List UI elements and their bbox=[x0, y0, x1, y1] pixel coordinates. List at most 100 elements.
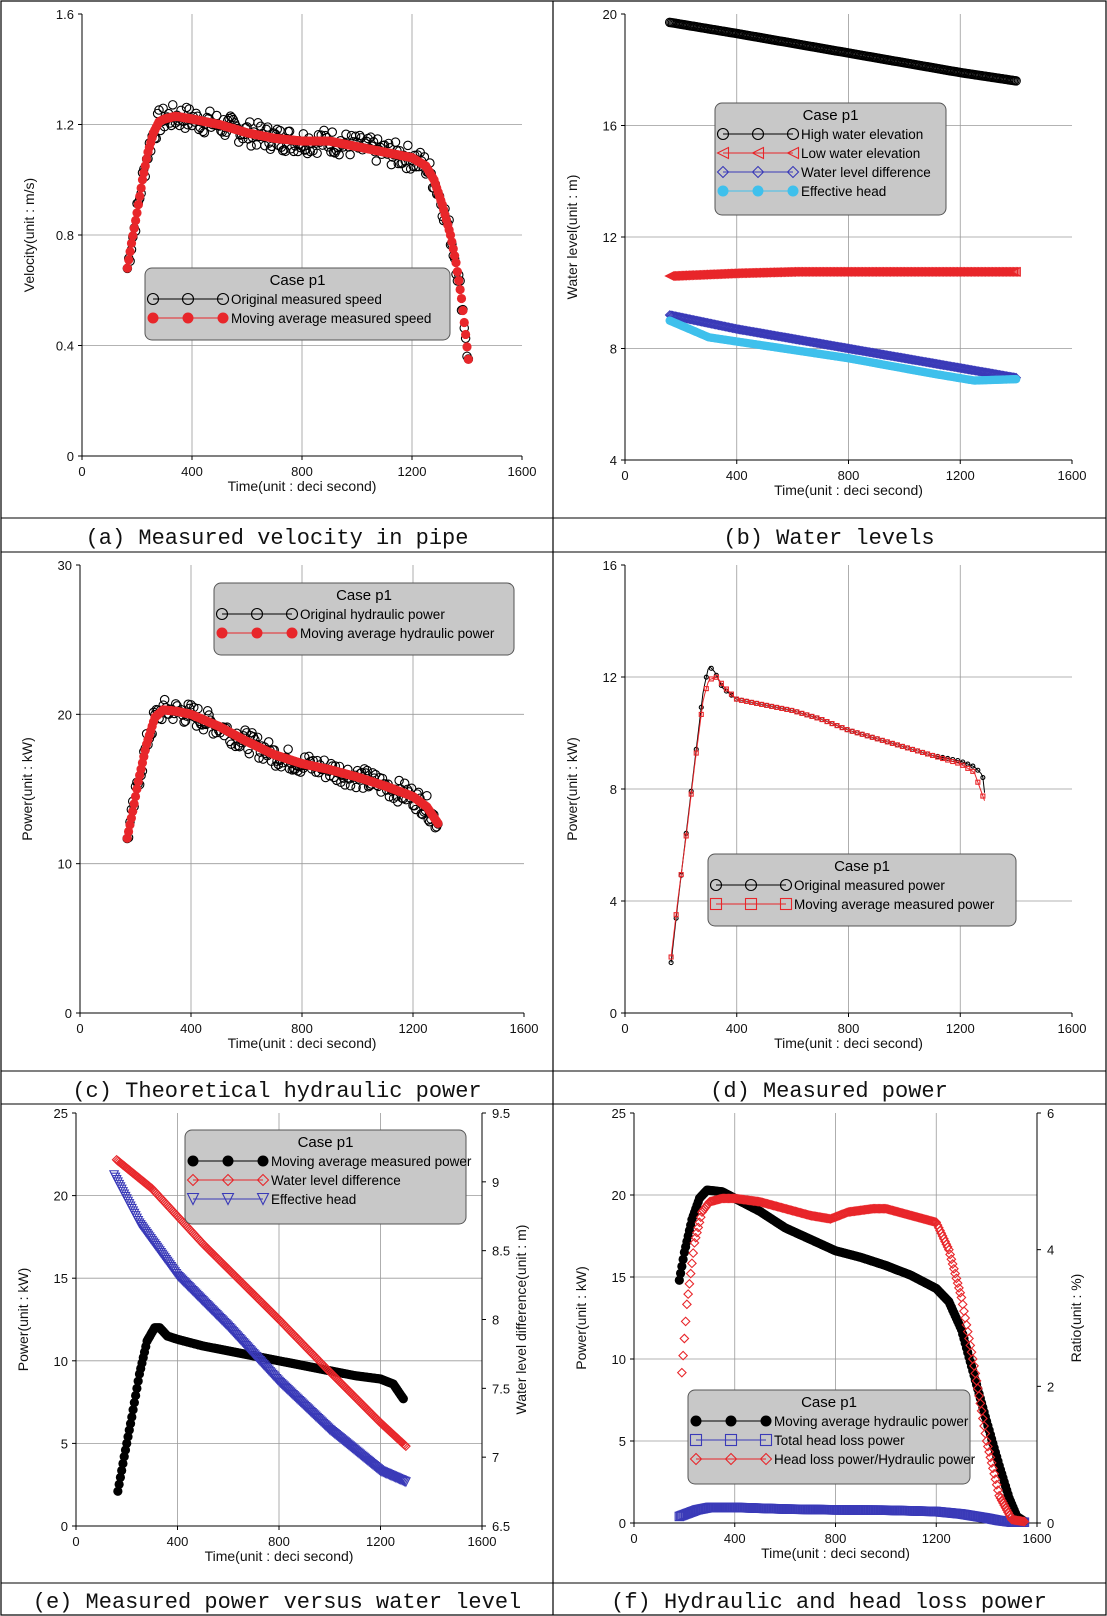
data-point bbox=[202, 706, 213, 716]
data-point bbox=[673, 912, 679, 918]
data-point bbox=[358, 783, 368, 793]
series-low-water-elevation bbox=[664, 266, 1021, 282]
legend-marker bbox=[744, 897, 758, 911]
x-tick-label: 800 bbox=[291, 1021, 313, 1036]
data-point bbox=[1011, 76, 1021, 86]
data-point bbox=[839, 725, 845, 731]
data-point bbox=[303, 1404, 314, 1415]
y-tick-label: 0 bbox=[65, 1006, 72, 1021]
data-point bbox=[718, 680, 724, 686]
data-point bbox=[118, 1458, 128, 1469]
data-point bbox=[341, 129, 351, 140]
legend-marker bbox=[787, 185, 799, 197]
y-axis-label: Power(unit : kW) bbox=[564, 737, 580, 840]
data-point bbox=[251, 140, 262, 150]
legend-marker bbox=[217, 312, 229, 324]
data-point bbox=[901, 1209, 912, 1220]
data-point bbox=[799, 710, 805, 716]
data-point bbox=[762, 1198, 773, 1209]
series-water-level-difference bbox=[111, 1154, 411, 1452]
data-point bbox=[919, 749, 926, 756]
data-point bbox=[723, 686, 729, 692]
data-point bbox=[1003, 1507, 1014, 1518]
x-axis-label: Time(unit : deci second) bbox=[774, 1035, 923, 1051]
data-point bbox=[948, 1263, 959, 1274]
data-point bbox=[319, 1420, 330, 1431]
data-point bbox=[980, 793, 986, 799]
data-point bbox=[991, 1479, 1002, 1490]
data-point bbox=[179, 717, 189, 727]
data-point bbox=[309, 1410, 320, 1421]
data-point bbox=[797, 1208, 808, 1219]
legend-marker bbox=[724, 1433, 738, 1447]
data-point bbox=[448, 244, 458, 254]
data-point bbox=[769, 703, 775, 709]
x-tick-label: 1200 bbox=[946, 1021, 975, 1036]
y-axis-label: Power(unit : kW) bbox=[573, 1266, 589, 1369]
panel-c: 0 400 800 1200 1600 0 10 20 30 Time(unit : deci s… bbox=[19, 558, 538, 1104]
x-tick-label: 0 bbox=[76, 1021, 83, 1036]
y-tick-label: 4 bbox=[610, 894, 617, 909]
data-point bbox=[953, 1282, 964, 1293]
data-point bbox=[115, 1472, 126, 1483]
y-tick-label: 8 bbox=[610, 342, 617, 357]
data-point bbox=[433, 818, 443, 828]
data-point bbox=[290, 1392, 301, 1403]
legend-marker bbox=[689, 1452, 703, 1466]
grid-lines bbox=[625, 14, 1072, 460]
data-point bbox=[887, 1205, 898, 1216]
data-point bbox=[849, 728, 855, 734]
chart-a: 0 400 800 1200 1600 0 0.4 0.8 1.2 1.6 Time(unit : … bbox=[21, 7, 536, 494]
x-tick-label: 800 bbox=[838, 1021, 860, 1036]
data-point bbox=[273, 1376, 285, 1387]
data-point bbox=[1019, 1516, 1030, 1527]
data-point bbox=[796, 1208, 807, 1219]
x-tick-label: 1600 bbox=[1058, 1021, 1087, 1036]
data-point bbox=[792, 1207, 803, 1218]
data-point bbox=[383, 138, 394, 149]
y-tick-label: 4 bbox=[610, 453, 617, 468]
data-point bbox=[137, 175, 148, 185]
data-point bbox=[131, 215, 141, 226]
data-point bbox=[758, 1197, 769, 1208]
x-tick-label: 1200 bbox=[922, 1531, 951, 1546]
legend-marker bbox=[709, 878, 723, 892]
legend-box bbox=[687, 1389, 971, 1485]
legend-marker bbox=[744, 878, 758, 892]
caption-b: (b) Water levels bbox=[723, 526, 934, 551]
data-point bbox=[943, 1244, 954, 1255]
series-effective-head bbox=[108, 1170, 411, 1488]
data-point bbox=[447, 237, 457, 247]
data-point bbox=[459, 317, 469, 328]
data-point bbox=[132, 1383, 142, 1393]
data-point bbox=[975, 779, 981, 785]
data-point bbox=[771, 1201, 782, 1212]
chart-b: 0 400 800 1200 1600 4 8 12 16 20 Time(unit : deci … bbox=[564, 7, 1086, 498]
data-point bbox=[940, 755, 946, 762]
data-point bbox=[854, 730, 860, 736]
data-point bbox=[1016, 1516, 1027, 1527]
data-point bbox=[985, 1452, 996, 1463]
data-point bbox=[1015, 1516, 1026, 1526]
data-point bbox=[698, 711, 704, 717]
y-tick-label: 10 bbox=[612, 1352, 626, 1367]
data-point bbox=[859, 731, 865, 737]
y-tick-label: 30 bbox=[58, 558, 72, 573]
legend-box bbox=[184, 1129, 467, 1225]
data-point bbox=[923, 1215, 934, 1226]
legend: Case p1 Moving average hydraulic power Tot… bbox=[687, 1389, 976, 1485]
data-point bbox=[786, 1205, 797, 1216]
data-point bbox=[668, 954, 674, 960]
x-tick-label: 0 bbox=[621, 1021, 628, 1036]
legend: Case p1 Original hydraulic power Moving av… bbox=[213, 582, 515, 656]
y-tick-label: 16 bbox=[603, 119, 617, 134]
data-point bbox=[749, 699, 755, 705]
x-tick-label: 1600 bbox=[1058, 468, 1087, 483]
data-point bbox=[677, 1261, 687, 1271]
data-point bbox=[987, 1463, 998, 1474]
data-point bbox=[774, 704, 780, 710]
data-point bbox=[770, 1200, 781, 1211]
y2-tick-label: 7 bbox=[492, 1450, 499, 1465]
